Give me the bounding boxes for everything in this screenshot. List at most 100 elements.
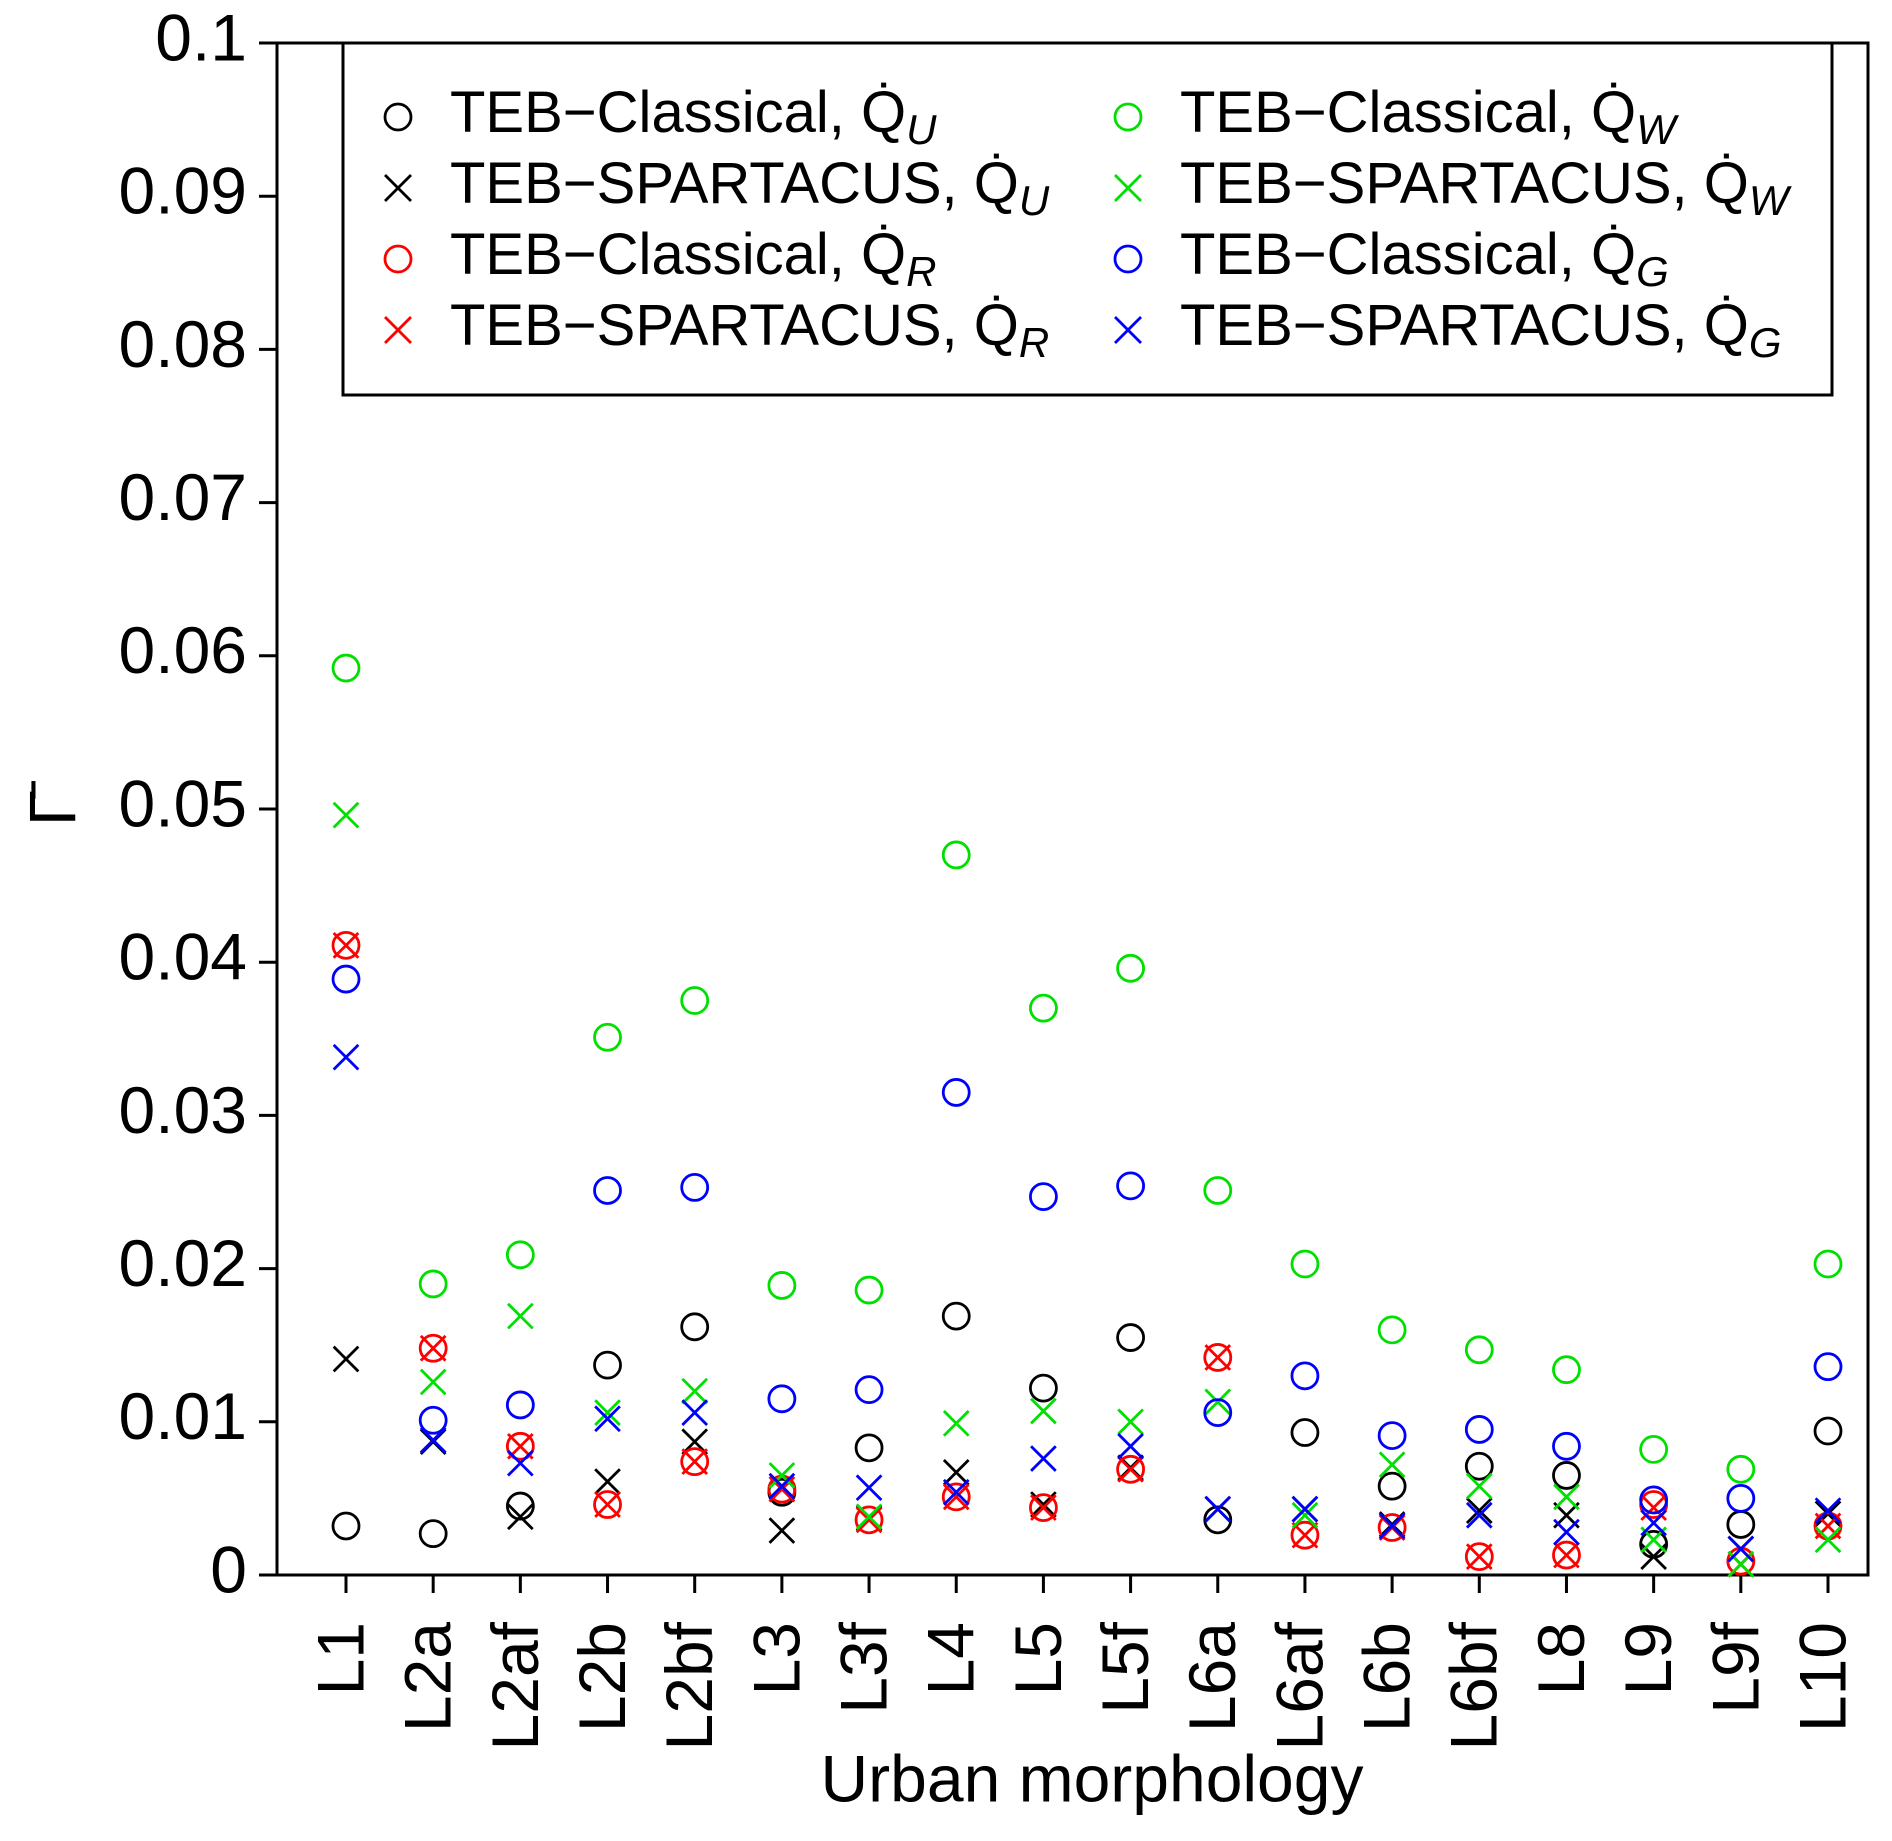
- x-marker: [1378, 1451, 1406, 1479]
- x-marker: [1204, 1344, 1232, 1371]
- circle-marker: [1377, 1513, 1407, 1542]
- circle-marker: [1290, 1520, 1320, 1550]
- x-tick-label: L6b: [1350, 1622, 1424, 1732]
- y-tick-label: 0.08: [119, 307, 247, 381]
- x-tick-label: L5: [1001, 1622, 1075, 1695]
- circle-marker: [680, 986, 710, 1015]
- x-marker: [1465, 1543, 1493, 1570]
- circle-marker: [1464, 1542, 1494, 1572]
- circle-marker: [1726, 1546, 1756, 1576]
- circle-marker: [1203, 1398, 1233, 1428]
- circle-marker: [1029, 1373, 1058, 1403]
- legend-marker: [1114, 174, 1142, 202]
- legend-label: TEB−SPARTACUS, Q̇U: [450, 151, 1050, 224]
- x-marker: [1291, 1495, 1319, 1523]
- circle-marker: [593, 1176, 622, 1205]
- x-tick-label: L5f: [1088, 1621, 1162, 1713]
- x-tick-label: L2a: [391, 1622, 465, 1732]
- legend-marker: [1113, 244, 1143, 274]
- legend-marker: [1114, 316, 1142, 344]
- legend-marker: [383, 244, 413, 274]
- x-marker: [1727, 1535, 1755, 1563]
- x-tick-label: L2bf: [652, 1621, 726, 1750]
- circle-marker: [1290, 1361, 1320, 1391]
- circle-marker: [1377, 1315, 1407, 1345]
- x-marker: [1553, 1483, 1580, 1511]
- y-axis-label: Γ̄: [15, 781, 89, 826]
- x-marker: [419, 1368, 447, 1396]
- x-tick-label: L1: [303, 1622, 377, 1695]
- circle-marker: [1813, 1352, 1843, 1382]
- y-tick-label: 0.06: [119, 613, 247, 687]
- circle-marker: [941, 1078, 971, 1107]
- x-marker: [1030, 1397, 1057, 1425]
- legend-label: TEB−SPARTACUS, Q̇G: [1180, 293, 1782, 366]
- circle-marker: [331, 653, 361, 683]
- circle-marker: [1552, 1540, 1581, 1570]
- x-marker: [855, 1474, 883, 1502]
- circle-marker: [1116, 1323, 1145, 1352]
- x-marker: [1378, 1512, 1406, 1540]
- y-tick-label: 0.09: [119, 154, 247, 228]
- circle-marker: [1464, 1415, 1494, 1444]
- circle-marker: [680, 1312, 710, 1342]
- circle-marker: [1290, 1249, 1320, 1279]
- x-marker: [768, 1462, 796, 1489]
- x-marker: [942, 1483, 970, 1511]
- circle-marker: [854, 1275, 884, 1305]
- circle-marker: [418, 1333, 448, 1363]
- circle-marker: [1116, 1454, 1145, 1484]
- circle-marker: [1552, 1461, 1581, 1490]
- circle-marker: [418, 1269, 448, 1299]
- circle-marker: [1639, 1485, 1669, 1515]
- x-marker: [1204, 1495, 1232, 1523]
- x-marker: [681, 1377, 709, 1405]
- y-tick-label: 0.02: [119, 1226, 247, 1300]
- circle-marker: [1377, 1421, 1407, 1450]
- legend-marker: [384, 316, 412, 344]
- x-marker: [507, 1302, 534, 1330]
- x-marker: [1117, 1455, 1144, 1483]
- x-marker: [1030, 1445, 1057, 1472]
- circle-marker: [331, 930, 361, 960]
- x-marker: [1465, 1497, 1493, 1524]
- x-marker: [594, 1405, 621, 1433]
- y-tick-label: 0.07: [119, 460, 247, 534]
- legend-label: TEB−SPARTACUS, Q̇W: [1180, 151, 1792, 224]
- circle-marker: [1029, 1493, 1058, 1522]
- x-tick-label: L9f: [1698, 1621, 1772, 1713]
- circle-marker: [1639, 1529, 1669, 1559]
- y-tick-label: 0.05: [119, 766, 247, 840]
- x-marker: [1291, 1501, 1319, 1529]
- circle-marker: [1726, 1510, 1756, 1539]
- legend-label: TEB−Classical, Q̇U: [450, 80, 937, 153]
- circle-marker: [1377, 1471, 1407, 1501]
- legend-label: TEB−Classical, Q̇G: [1180, 222, 1669, 295]
- x-marker: [768, 1517, 796, 1544]
- legend-label: TEB−Classical, Q̇W: [1180, 80, 1679, 153]
- circle-marker: [854, 1375, 884, 1405]
- legend-box: [341, 41, 1834, 397]
- circle-marker: [767, 1271, 797, 1300]
- x-marker: [594, 1468, 621, 1495]
- circle-marker: [1464, 1335, 1494, 1365]
- circle-marker: [1726, 1484, 1756, 1513]
- x-marker: [507, 1449, 534, 1477]
- circle-marker: [1552, 1431, 1581, 1461]
- circle-marker: [854, 1505, 884, 1535]
- y-tick-label: 0.04: [119, 920, 247, 994]
- circle-marker: [941, 1482, 971, 1512]
- x-marker: [1117, 1432, 1144, 1460]
- x-marker: [1117, 1408, 1144, 1436]
- circle-marker: [941, 840, 971, 870]
- legend-marker: [383, 102, 413, 132]
- x-marker: [332, 801, 360, 829]
- x-marker: [594, 1491, 621, 1518]
- circle-marker: [1813, 1249, 1843, 1279]
- circle-marker: [680, 1447, 710, 1477]
- x-marker: [1465, 1472, 1493, 1500]
- x-marker: [855, 1506, 883, 1534]
- x-tick-label: L6a: [1175, 1622, 1249, 1732]
- legend-label: TEB−Classical, Q̇R: [450, 222, 936, 295]
